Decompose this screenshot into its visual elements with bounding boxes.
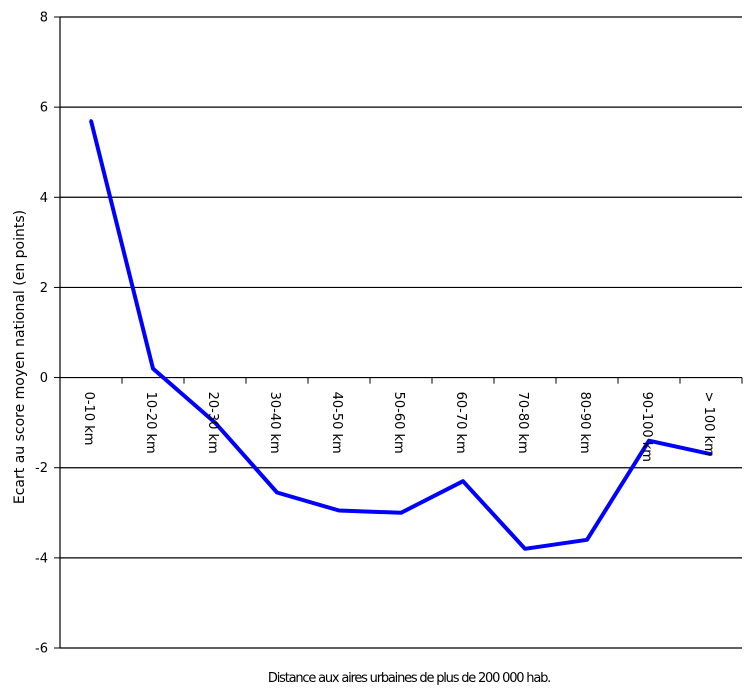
x-axis-title: Distance aux aires urbaines de plus de 2…: [268, 671, 550, 686]
y-axis-title: Ecart au score moyen national (en points…: [12, 210, 28, 504]
data-point: [647, 439, 651, 443]
x-tick-label: 40-50 km: [329, 392, 344, 454]
series-layer: [89, 119, 713, 551]
y-tick-label: -6: [35, 642, 48, 657]
x-tick-labels: 0-10 km 10-20 km 20-30 km 30-40 km 40-50 km 5…: [81, 392, 716, 462]
data-point: [461, 479, 465, 483]
y-tick-label: -4: [35, 551, 48, 566]
data-point: [275, 491, 279, 495]
x-tick-label: 30-40 km: [267, 392, 282, 454]
x-tick-label: 0-10 km: [81, 392, 96, 446]
x-tick-label: > 100 km: [701, 392, 716, 456]
axes: [54, 16, 743, 649]
gridlines: [60, 16, 742, 649]
x-tick-label: 70-80 km: [515, 392, 530, 454]
data-point: [399, 511, 403, 515]
y-tick-label: -2: [35, 461, 48, 476]
data-point: [151, 367, 155, 371]
y-tick-labels: -6 -4 -2 0 2 4 6 8: [35, 11, 48, 657]
data-point: [523, 547, 527, 551]
y-tick-label: 8: [40, 11, 48, 26]
x-tick-label: 10-20 km: [143, 392, 158, 454]
x-tick-label: 50-60 km: [391, 392, 406, 454]
x-tick-label: 90-100 km: [639, 392, 654, 462]
data-point: [585, 538, 589, 542]
data-point: [89, 119, 93, 123]
x-tick-label: 20-30 km: [205, 392, 220, 454]
data-point: [213, 421, 217, 425]
y-tick-label: 4: [40, 191, 48, 206]
x-tick-label: 80-90 km: [577, 392, 592, 454]
y-tick-label: 2: [40, 281, 48, 296]
x-tick-label: 60-70 km: [453, 392, 468, 454]
data-point: [337, 509, 341, 513]
y-tick-label: 0: [40, 371, 48, 386]
data-point: [709, 452, 713, 456]
y-tick-label: 6: [40, 101, 48, 116]
